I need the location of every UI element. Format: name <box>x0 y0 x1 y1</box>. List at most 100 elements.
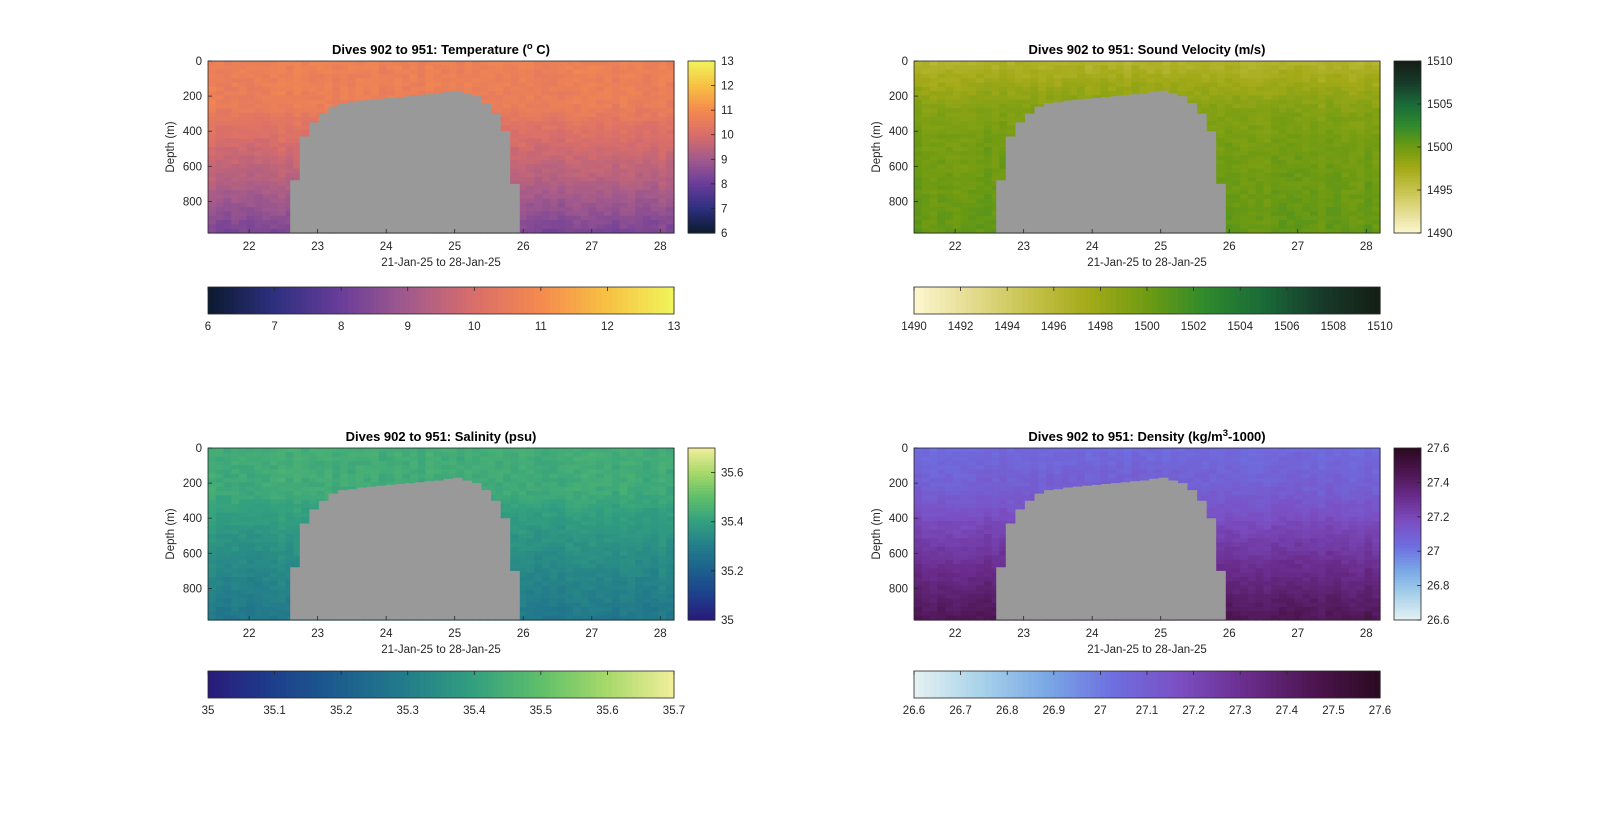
heatmap-cell <box>510 108 520 114</box>
heatmap-cell <box>1185 99 1195 105</box>
colorbar-segment <box>296 287 302 314</box>
heatmap-cell <box>285 142 295 148</box>
heatmap-cell <box>1193 91 1202 96</box>
heatmap-cell <box>208 185 217 191</box>
heatmap-cell <box>378 91 388 96</box>
heatmap-cell <box>1201 78 1210 84</box>
heatmap-cell <box>1364 181 1373 187</box>
heatmap-cell <box>541 215 551 221</box>
heatmap-cell <box>1108 65 1117 71</box>
heatmap-cell <box>642 159 652 165</box>
heatmap-cell <box>952 108 962 114</box>
heatmap-cell <box>1061 73 1070 79</box>
heatmap-cell <box>1341 177 1350 182</box>
heatmap-cell <box>666 220 675 225</box>
colorbar-segment <box>688 230 715 234</box>
heatmap-cell <box>619 211 628 217</box>
heatmap-cell <box>270 121 279 127</box>
heatmap-cell <box>510 116 520 122</box>
heatmap-cell <box>355 69 364 75</box>
heatmap-cell <box>208 112 217 118</box>
heatmap-cell <box>1240 207 1249 213</box>
colorbar-tick-label: 13 <box>668 321 681 333</box>
heatmap-cell <box>541 159 551 165</box>
heatmap-cell <box>945 65 954 71</box>
heatmap-cell <box>355 61 364 66</box>
heatmap-cell <box>1255 142 1265 148</box>
colorbar-segment <box>503 287 509 314</box>
heatmap-cell <box>1356 190 1366 195</box>
heatmap-cell <box>1341 220 1350 225</box>
heatmap-cell <box>588 112 597 118</box>
heatmap-cell <box>666 125 675 131</box>
heatmap-cell <box>503 95 512 101</box>
heatmap-cell <box>611 82 621 88</box>
heatmap-cell <box>619 147 628 152</box>
heatmap-cell <box>573 194 582 200</box>
heatmap-cell <box>277 207 287 213</box>
heatmap-cell <box>340 78 349 84</box>
colorbar-segment <box>461 287 468 314</box>
heatmap-cell <box>650 99 660 105</box>
heatmap-cell <box>1100 78 1109 84</box>
heatmap-cell <box>1302 125 1311 131</box>
heatmap-cell <box>1310 121 1319 127</box>
heatmap-cell <box>1216 108 1226 114</box>
heatmap-cell <box>914 172 923 178</box>
heatmap-cell <box>347 82 357 88</box>
heatmap-cell <box>1038 69 1047 75</box>
colorbar-tick-label: 12 <box>601 321 614 333</box>
heatmap-cell <box>999 125 1008 131</box>
heatmap-cell <box>541 211 551 217</box>
heatmap-cell <box>510 138 520 144</box>
heatmap-cell <box>223 147 232 152</box>
heatmap-cell <box>270 116 279 122</box>
heatmap-cell <box>1232 155 1241 161</box>
heatmap-cell <box>386 91 395 96</box>
heatmap-cell <box>658 73 667 79</box>
colorbar-segment <box>264 287 271 314</box>
colorbar-segment <box>688 118 715 122</box>
heatmap-cell <box>960 138 969 144</box>
heatmap-cell <box>1286 69 1296 75</box>
heatmap-cell <box>937 112 946 118</box>
heatmap-cell <box>976 224 985 230</box>
heatmap-cell <box>1053 82 1063 88</box>
heatmap-cell <box>239 155 248 161</box>
heatmap-cell <box>1115 65 1125 71</box>
heatmap-cell <box>960 207 969 213</box>
heatmap-cell <box>580 181 590 187</box>
heatmap-cell <box>666 198 675 204</box>
heatmap-cell <box>914 198 923 204</box>
heatmap-cell <box>293 177 302 182</box>
heatmap-cell <box>588 108 597 114</box>
heatmap-cell <box>960 155 969 161</box>
heatmap-cell <box>510 95 520 101</box>
heatmap-cell <box>1216 78 1226 84</box>
heatmap-cell <box>285 86 295 92</box>
heatmap-cell <box>650 82 660 88</box>
heatmap-cell <box>448 65 458 71</box>
heatmap-cell <box>604 112 613 118</box>
heatmap-cell <box>1325 159 1334 165</box>
heatmap-cell <box>526 220 535 225</box>
heatmap-cell <box>215 138 225 144</box>
heatmap-cell <box>1325 138 1334 144</box>
heatmap-cell <box>239 190 248 195</box>
heatmap-cell <box>518 99 528 105</box>
heatmap-cell <box>914 78 923 84</box>
heatmap-cell <box>565 78 574 84</box>
colorbar-segment <box>451 287 458 314</box>
heatmap-cell <box>1108 61 1117 66</box>
heatmap-cell <box>1069 73 1078 79</box>
heatmap-cell <box>588 142 597 148</box>
heatmap-cell <box>1310 198 1319 204</box>
heatmap-cell <box>611 116 621 122</box>
heatmap-cell <box>1364 211 1373 217</box>
heatmap-cell <box>1232 91 1241 96</box>
heatmap-cell <box>239 198 248 204</box>
heatmap-cell <box>937 228 946 234</box>
heatmap-cell <box>1302 185 1311 191</box>
heatmap-cell <box>1131 73 1140 79</box>
heatmap-cell <box>1317 69 1327 75</box>
